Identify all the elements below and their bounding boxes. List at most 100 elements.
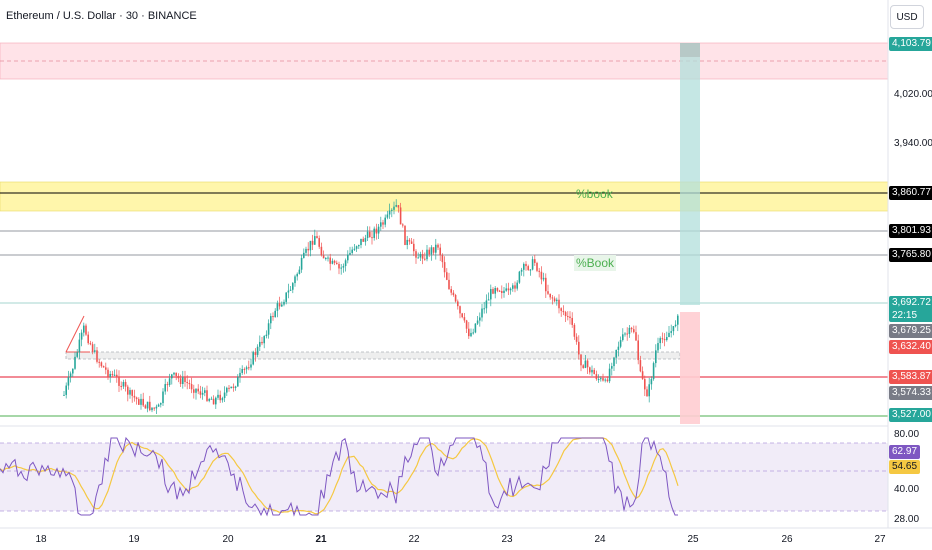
candle-body: [514, 285, 516, 289]
candle-body: [369, 231, 371, 238]
candle-body: [608, 368, 611, 382]
future-shade: [680, 43, 700, 57]
candle-body: [340, 267, 342, 269]
candle-body: [536, 262, 538, 271]
rsi-line: [0, 436, 678, 517]
candle-body: [617, 346, 620, 350]
candle-body: [402, 224, 404, 226]
candle-body: [160, 403, 162, 405]
price-tag-3679: 3,679.25: [889, 324, 932, 338]
book-label-lower[interactable]: %Book: [574, 255, 617, 271]
candle-body: [419, 254, 422, 258]
candle-body: [578, 341, 580, 355]
candle-body: [333, 260, 336, 263]
candle-body: [199, 391, 202, 395]
time-tick: 26: [781, 534, 793, 545]
candle-body: [184, 377, 186, 382]
candle-body: [661, 338, 664, 340]
candle-body: [512, 285, 514, 289]
candle-body: [96, 350, 98, 362]
candle-body: [89, 343, 92, 345]
candle-body: [397, 205, 400, 208]
candle-body: [116, 374, 118, 377]
candle-body: [626, 333, 628, 335]
candle-body: [153, 407, 155, 409]
candle-body: [637, 340, 639, 361]
candle-body: [138, 399, 140, 405]
candle-body: [327, 257, 329, 259]
rsi-band: [0, 443, 888, 511]
candle-body: [76, 352, 78, 357]
candle-body: [452, 292, 455, 295]
candle-body: [547, 291, 549, 294]
candle-body: [193, 389, 195, 393]
candle-body: [677, 315, 679, 325]
time-tick: 24: [594, 534, 606, 545]
candle-body: [382, 222, 384, 225]
candle-body: [540, 271, 543, 280]
candle-body: [219, 394, 221, 401]
rsi-tick: 40.00: [894, 484, 919, 495]
currency-button[interactable]: USD: [890, 5, 924, 29]
candle-body: [589, 367, 591, 373]
candlestick-series: [63, 199, 679, 414]
candle-body: [223, 392, 226, 399]
candle-body: [320, 246, 323, 256]
candle-body: [215, 397, 217, 405]
time-tick: 19: [128, 534, 140, 545]
candle-body: [639, 360, 642, 372]
candle-body: [241, 369, 243, 373]
time-tick: 22: [408, 534, 420, 545]
candle-body: [80, 332, 83, 340]
candle-body: [245, 367, 248, 370]
candle-body: [619, 340, 622, 347]
candle-body: [111, 373, 114, 376]
price-tag-3583: 3,583.87: [889, 370, 932, 384]
candle-body: [492, 289, 494, 294]
candle-body: [131, 390, 133, 396]
price-tag-3527: 3,527.00: [889, 408, 932, 422]
candle-body: [470, 332, 472, 337]
candle-body: [586, 360, 589, 368]
candle-body: [113, 374, 116, 376]
time-axis[interactable]: 18 19 20 21 22 23 24 25 26 27: [35, 534, 886, 545]
candle-body: [292, 283, 294, 290]
candle-body: [465, 320, 468, 329]
candle-body: [408, 239, 411, 242]
candle-body: [85, 325, 87, 335]
candle-body: [476, 320, 479, 324]
candle-body: [173, 372, 175, 375]
yellow-supply-zone: [0, 181, 889, 212]
candle-body: [144, 405, 147, 409]
book-label-upper[interactable]: %book: [576, 187, 613, 201]
candle-body: [179, 378, 182, 385]
candle-body: [384, 217, 386, 225]
candle-body: [481, 308, 483, 318]
candle-body: [316, 236, 318, 239]
candle-body: [454, 294, 457, 302]
candle-body: [87, 334, 89, 344]
candle-body: [140, 398, 142, 405]
candle-body: [347, 254, 349, 261]
candle-body: [496, 287, 499, 291]
position-profit-zone: [680, 43, 700, 305]
candle-body: [553, 298, 556, 302]
candle-body: [164, 384, 166, 392]
candle-body: [177, 375, 180, 379]
candle-body: [296, 273, 298, 277]
rsi-tick: 28.00: [894, 514, 919, 525]
candle-body: [490, 289, 492, 300]
candle-body: [272, 316, 274, 318]
candle-body: [124, 381, 127, 387]
candle-body: [580, 354, 582, 366]
candle-body: [146, 401, 149, 409]
candle-body: [212, 398, 215, 405]
candle-body: [83, 325, 85, 333]
candle-body: [655, 350, 657, 364]
candle-body: [322, 255, 325, 259]
candle-body: [635, 332, 637, 341]
candle-body: [166, 384, 169, 386]
candle-body: [393, 206, 395, 210]
candle-body: [230, 386, 232, 389]
